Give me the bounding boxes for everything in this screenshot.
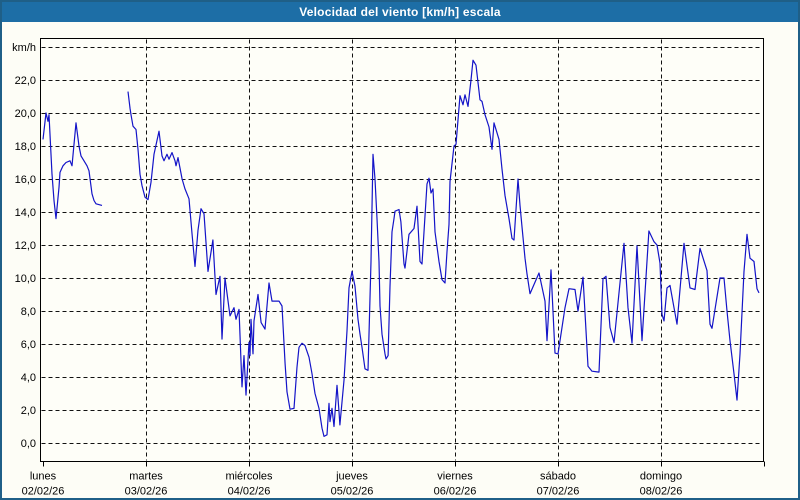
x-axis-labels: lunes 02/02/26 martes 03/02/26 miércoles 04/0…: [22, 471, 683, 498]
window-titlebar: Velocidad del viento [km/h] escala: [2, 2, 798, 22]
svg-text:22,0: 22,0: [15, 75, 36, 87]
day-date-label: 06/02/26: [434, 486, 477, 498]
svg-text:6,0: 6,0: [21, 339, 36, 351]
day-name-label: miércoles: [225, 471, 273, 483]
svg-text:0,0: 0,0: [21, 438, 36, 450]
svg-text:2,0: 2,0: [21, 405, 36, 417]
series-segment: [127, 59, 760, 437]
grid-lines: [41, 39, 763, 461]
day-name-label: jueves: [335, 471, 368, 483]
svg-text:8,0: 8,0: [21, 306, 36, 318]
plot-area: [40, 38, 764, 462]
day-date-label: 04/02/26: [228, 486, 271, 498]
day-date-label: 07/02/26: [537, 486, 580, 498]
svg-text:16,0: 16,0: [15, 174, 36, 186]
day-name-label: domingo: [640, 471, 682, 483]
y-axis-labels: 0,0 2,0 4,0 6,0 8,0 10,0 12,0 14,0 16,0 18,0 20,0 2…: [12, 42, 36, 450]
svg-text:18,0: 18,0: [15, 141, 36, 153]
svg-text:km/h: km/h: [12, 42, 36, 54]
day-date-label: 08/02/26: [640, 486, 683, 498]
wind-speed-chart: 0,0 2,0 4,0 6,0 8,0 10,0 12,0 14,0 16,0 18,0 20,0 2…: [2, 22, 798, 498]
day-name-label: viernes: [437, 471, 473, 483]
svg-text:20,0: 20,0: [15, 108, 36, 120]
wind-speed-plot: 0,0 2,0 4,0 6,0 8,0 10,0 12,0 14,0 16,0 18,0 20,0 2…: [12, 38, 765, 498]
day-name-label: lunes: [30, 471, 57, 483]
svg-text:4,0: 4,0: [21, 372, 36, 384]
day-name-label: sábado: [540, 471, 576, 483]
x-axis-ticks: [43, 461, 765, 467]
series-segment: [42, 112, 103, 220]
day-date-label: 02/02/26: [22, 486, 65, 498]
svg-text:12,0: 12,0: [15, 240, 36, 252]
chart-title: Velocidad del viento [km/h] escala: [299, 5, 501, 19]
wind-speed-series: [42, 59, 760, 437]
day-date-label: 03/02/26: [125, 486, 168, 498]
day-date-label: 05/02/26: [331, 486, 374, 498]
day-name-label: martes: [129, 471, 163, 483]
svg-text:10,0: 10,0: [15, 273, 36, 285]
svg-text:14,0: 14,0: [15, 207, 36, 219]
